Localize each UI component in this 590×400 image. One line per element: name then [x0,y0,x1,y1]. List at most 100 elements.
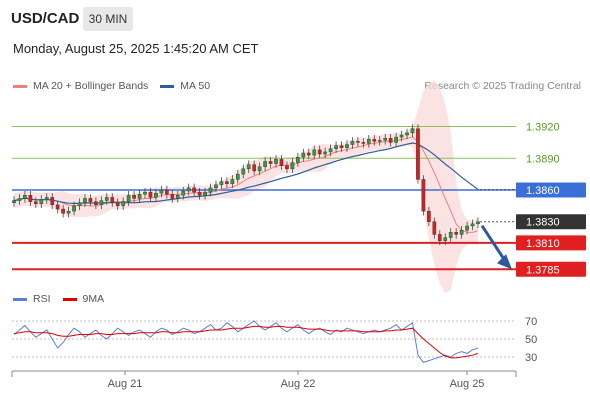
candle-body [388,137,393,143]
candle-body [246,164,251,170]
candle-body [44,197,49,200]
candle-body [459,229,464,235]
level-tag-1-3810 [516,235,586,251]
symbol-title: USD/CAD [11,10,80,27]
rsi-tick-label: 30 [525,352,537,364]
candle-body [323,151,327,155]
candle-body [317,149,322,155]
header: USD/CAD 30 MIN [0,0,590,38]
rsi-line [13,320,479,363]
candle-body [175,195,180,199]
level-tag-1-3785 [516,261,586,277]
candle-body [208,187,213,193]
candle-body [197,191,202,196]
candle-body [132,195,136,199]
candle-body [94,201,98,206]
candle-body [214,184,218,189]
candle-body [416,128,420,180]
x-tick-label: Aug 21 [108,378,143,390]
level-label-1-3810: 1.3810 [526,238,560,250]
candle-body [328,148,333,153]
candle-body [345,144,349,148]
candle-body [143,191,147,195]
candle-body [448,232,453,238]
candle-body [165,189,169,195]
candle-body [110,197,115,203]
level-label-1-3890: 1.3890 [526,153,560,165]
candle-body [465,225,469,231]
candle-body [126,195,131,202]
legend-label-ma50: MA 50 [180,80,211,92]
candle-body [312,149,317,156]
candle-body [454,232,458,235]
price-legend: MA 20 + Bollinger Bands MA 50 [13,80,222,92]
rsi-tick-label: 50 [525,334,537,346]
candle-body [394,136,398,143]
legend-swatch-rsi [13,297,27,301]
level-label-1-3920: 1.3920 [526,122,560,134]
level-tag-1-3860 [516,182,586,198]
candle-body [61,208,65,214]
candle-body [23,195,27,199]
candle-body [72,205,76,212]
candle-body [443,237,448,241]
candle-body [12,200,16,203]
candle-body [427,210,431,222]
candle-body [241,168,246,175]
candle-body [225,181,229,184]
candle-body [377,140,382,142]
rsi-tick-label: 70 [525,316,537,328]
candle-body [296,157,300,163]
candle-body [181,190,186,196]
candle-body [301,152,306,158]
candle-body [410,128,415,134]
candle-body [55,204,60,210]
candle-body [432,221,437,235]
candle-body [203,191,207,196]
candle-body [88,198,93,202]
rsi-legend: RSI 9MA [13,293,116,305]
forecast-arrow-head [497,254,512,270]
level-label-1-3860: 1.3860 [526,185,560,197]
candle-body [263,161,267,167]
candle-body [257,166,262,172]
candle-body [219,181,224,185]
candle-body [170,194,175,199]
candle-body [154,192,158,198]
candle-body [230,179,235,184]
candle-body [405,132,409,136]
ma50-line [13,142,479,205]
legend-item-9ma: 9MA [62,293,105,305]
candle-body [361,142,366,144]
candle-body [77,202,82,207]
candle-body [366,139,371,144]
legend-label-ma20: MA 20 + Bollinger Bands [33,80,149,92]
level-label-1-3785: 1.3785 [526,264,560,276]
ma20-line [13,136,479,233]
candle-body [50,197,55,206]
candle-body [115,202,120,207]
candle-body [159,189,164,194]
candle-body [339,145,344,148]
legend-item-rsi: RSI [13,293,51,305]
rsi-9ma-line [13,325,479,359]
candle-body [470,223,475,227]
candle-body [476,221,480,225]
candle-body [279,159,284,166]
candle-body [148,191,153,198]
candle-body [383,137,388,141]
legend-label-9ma: 9MA [82,293,105,305]
candle-body [235,173,240,180]
candle-body [28,195,33,202]
candle-body [268,161,273,164]
timeframe-button[interactable]: 30 MIN [83,7,133,31]
candle-body [372,139,377,142]
legend-item-ma20: MA 20 + Bollinger Bands [13,80,148,92]
candle-body [39,199,44,204]
candle-body [306,152,311,156]
candle-body [137,194,142,199]
candle-body [66,210,71,214]
candle-body [121,201,126,207]
legend-swatch-ma20 [13,84,27,88]
